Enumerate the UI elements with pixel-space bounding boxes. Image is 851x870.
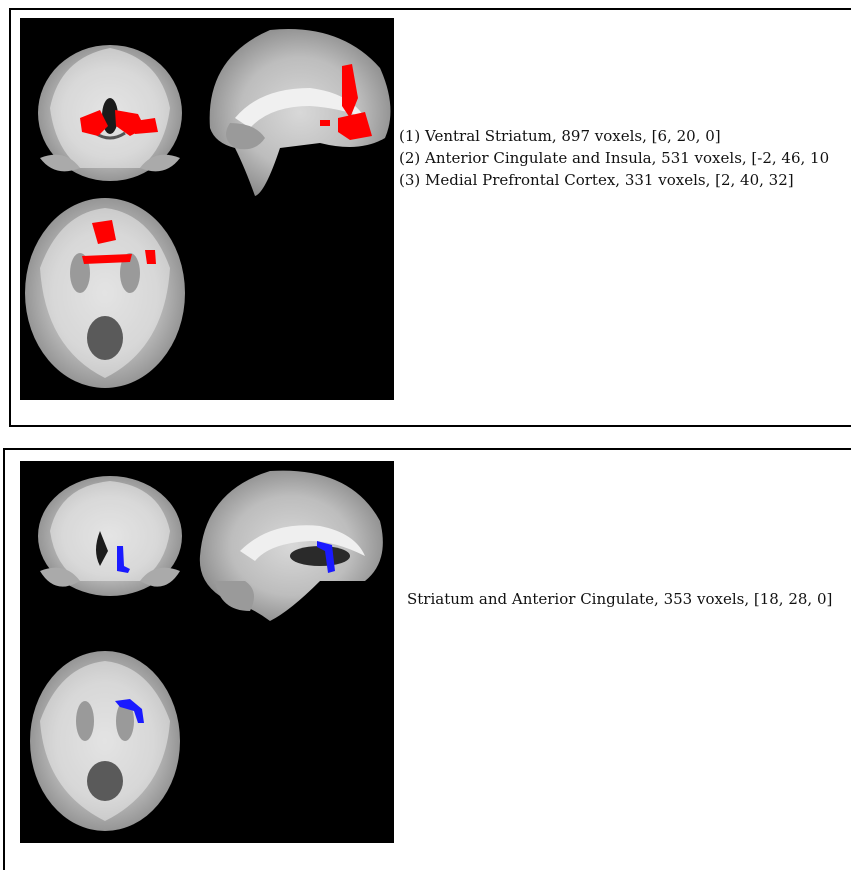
cluster-label-striatum: Striatum and Anterior Cingulate, 353 vox… (407, 590, 833, 608)
top-cluster-legend: (1) Ventral Striatum, 897 voxels, [6, 20… (399, 125, 829, 191)
bottom-cluster-legend: Striatum and Anterior Cingulate, 353 vox… (407, 588, 832, 610)
cluster-label-3: (3) Medial Prefrontal Cortex, 331 voxels… (399, 171, 794, 189)
red-overlay-sagittal (320, 64, 372, 140)
cluster-label-1: (1) Ventral Striatum, 897 voxels, [6, 20… (399, 127, 721, 145)
bottom-brain-scan-panel (20, 461, 394, 843)
coronal-slice (38, 45, 182, 181)
blue-overlay-coronal (117, 546, 130, 573)
bottom-panel-frame (3, 448, 851, 870)
cluster-label-2: (2) Anterior Cingulate and Insula, 531 v… (399, 149, 830, 167)
top-brain-scan-panel (20, 18, 394, 400)
blue-overlay-axial (115, 699, 144, 723)
coronal-slice (38, 476, 182, 596)
axial-slice (25, 198, 185, 388)
axial-slice (30, 651, 180, 831)
red-overlay-axial (82, 220, 156, 264)
sagittal-slice (209, 29, 391, 196)
sagittal-slice (199, 470, 383, 621)
top-panel-frame (9, 8, 851, 427)
red-overlay-coronal (80, 110, 158, 136)
blue-overlay-sagittal (317, 541, 335, 573)
